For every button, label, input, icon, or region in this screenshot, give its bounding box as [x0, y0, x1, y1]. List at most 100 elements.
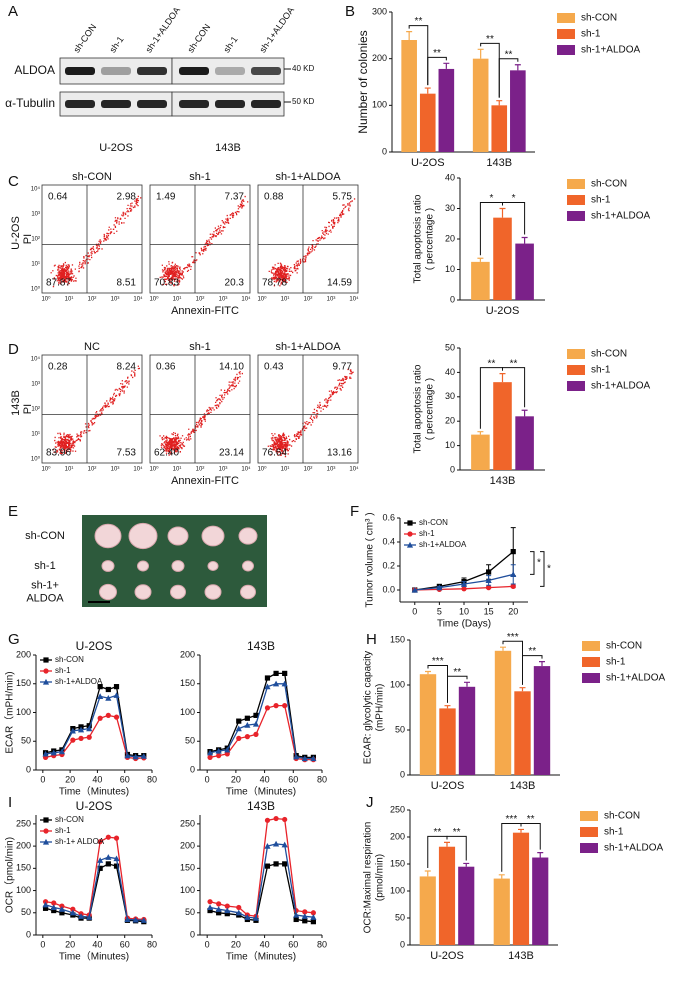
- marker: [86, 914, 93, 920]
- y-tick-label: 10¹: [31, 432, 40, 438]
- marker: [282, 861, 288, 867]
- marker: [235, 909, 242, 916]
- x-axis-label: Annexin-FITC: [171, 305, 239, 317]
- marker: [264, 817, 271, 823]
- tumor: [204, 584, 222, 600]
- quadrant-value: 13.16: [327, 448, 352, 459]
- marker: [43, 668, 49, 674]
- legend-swatch: [557, 29, 575, 39]
- marker: [302, 909, 308, 915]
- marker: [206, 904, 214, 911]
- legend-label: sh-1+ALDOA: [606, 673, 666, 684]
- legend-swatch: [582, 657, 600, 667]
- plot-title: sh-1: [189, 341, 210, 353]
- y-tick-label: 0.0: [382, 584, 395, 594]
- quadrant-value: 1.49: [156, 192, 176, 203]
- error-bar: [521, 409, 528, 417]
- legend-label: sh-CON: [591, 179, 627, 190]
- y-tick-label: 0: [450, 464, 455, 474]
- bar: [493, 382, 512, 470]
- bar: [491, 105, 508, 152]
- legend-label: sh-CON: [591, 349, 627, 360]
- marker: [224, 911, 230, 917]
- plot-title: sh-1: [189, 171, 210, 183]
- legend-label: sh-1: [604, 827, 624, 838]
- y-tick-label: 250: [180, 818, 195, 828]
- x-tick-label: 10³: [111, 467, 120, 473]
- marker: [461, 586, 467, 592]
- y-tick-label: 100: [390, 679, 405, 689]
- marker: [486, 569, 492, 575]
- y-tick-label: 200: [180, 840, 195, 850]
- x-axis-label: Time（Minutes): [59, 786, 129, 798]
- series-line: [209, 672, 314, 759]
- x-tick-label: 80: [147, 774, 157, 784]
- marker: [70, 737, 76, 743]
- significance-bracket: [408, 25, 429, 86]
- y-tick-label: 10⁴: [31, 356, 41, 363]
- x-axis-label: Time（Minutes): [226, 786, 296, 798]
- panel-label: C: [8, 173, 19, 190]
- significance-label: **: [505, 49, 513, 60]
- legend-swatch: [567, 381, 585, 391]
- x-tick-label: 40: [260, 774, 270, 784]
- marker: [215, 747, 222, 754]
- significance-label: *: [537, 558, 541, 569]
- blot-band: [65, 67, 95, 75]
- marker: [282, 816, 288, 823]
- y-tick-label: 10¹: [31, 262, 40, 268]
- panel-label: F: [350, 503, 359, 520]
- y-tick-label: 50: [185, 736, 195, 746]
- quadrant-value: 0.36: [156, 362, 176, 373]
- quadrant-value: 8.51: [117, 278, 137, 289]
- tumor: [240, 584, 256, 600]
- panel-label: I: [8, 794, 12, 811]
- quadrant-value: 7.53: [117, 448, 137, 459]
- x-tick-label: 10⁴: [133, 466, 143, 473]
- marker: [310, 755, 317, 762]
- marker: [281, 680, 288, 687]
- marker: [293, 911, 300, 918]
- legend-swatch: [580, 827, 598, 837]
- marker: [113, 714, 120, 720]
- blot-band: [215, 67, 245, 75]
- y-tick-label: 10³: [31, 212, 40, 218]
- bar: [515, 243, 534, 300]
- x-tick-label: 10⁴: [241, 296, 251, 303]
- tumor: [207, 561, 219, 571]
- legend-label: sh-CON: [581, 13, 617, 24]
- y-tick-label: 10⁰: [31, 286, 41, 293]
- x-tick-label: 10³: [327, 297, 336, 303]
- plot-title: sh-1+ALDOA: [275, 171, 341, 183]
- marker: [252, 915, 260, 921]
- marker: [59, 910, 65, 916]
- marker: [406, 541, 414, 548]
- bar: [471, 434, 490, 470]
- blot-band: [215, 100, 245, 108]
- quadrant-value: 0.43: [264, 362, 284, 373]
- significance-bracket: [522, 655, 543, 685]
- error-bar: [444, 705, 451, 709]
- x-tick-label: 0: [412, 606, 417, 616]
- bar: [515, 416, 534, 470]
- error-bar: [424, 87, 431, 94]
- error-bar: [425, 670, 431, 675]
- chart-title: 143B: [247, 639, 275, 653]
- marker: [207, 907, 213, 914]
- marker: [58, 906, 66, 912]
- bar: [439, 708, 456, 775]
- x-tick-label: 40: [260, 939, 270, 949]
- panel-label: J: [366, 794, 374, 811]
- marker: [293, 916, 299, 923]
- y-axis-label: OCR（pmol/min): [4, 837, 16, 913]
- y-axis-label: ( percentage ): [425, 208, 436, 270]
- significance-label: **: [453, 827, 461, 838]
- marker: [264, 675, 271, 681]
- marker: [236, 735, 242, 741]
- error-bar: [500, 646, 506, 651]
- x-tick-label: 60: [120, 774, 130, 784]
- panel-label: H: [366, 631, 377, 648]
- marker: [272, 840, 280, 847]
- marker: [42, 678, 50, 685]
- tumor: [94, 523, 122, 549]
